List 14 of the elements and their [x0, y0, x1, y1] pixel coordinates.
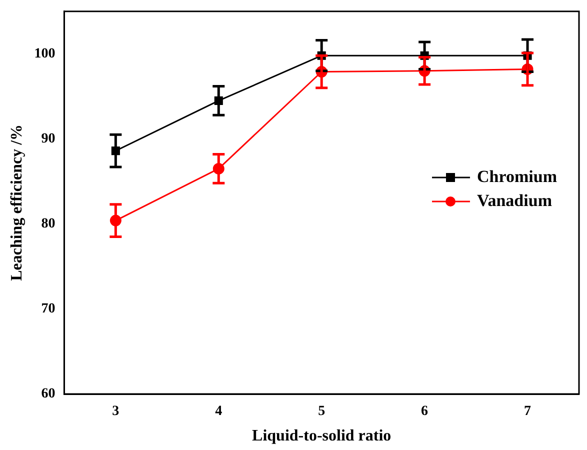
y-tick-label: 100	[34, 46, 56, 62]
legend-label: Chromium	[477, 167, 557, 187]
y-tick-label: 70	[41, 302, 56, 317]
x-tick-label: 4	[215, 404, 222, 420]
x-tick-label: 6	[421, 404, 428, 420]
y-tick-label: 60	[41, 386, 56, 402]
y-tick-label: 80	[41, 216, 56, 232]
x-tick-label: 7	[524, 404, 532, 420]
x-tick-label: 5	[318, 404, 326, 420]
x-axis-title: Liquid-to-solid ratio	[252, 428, 392, 445]
legend-label: Vanadium	[477, 191, 552, 211]
y-tick-label: 90	[41, 132, 56, 147]
x-tick-label: 3	[112, 404, 120, 420]
y-axis-title: Leaching efficiency /%	[8, 124, 26, 281]
